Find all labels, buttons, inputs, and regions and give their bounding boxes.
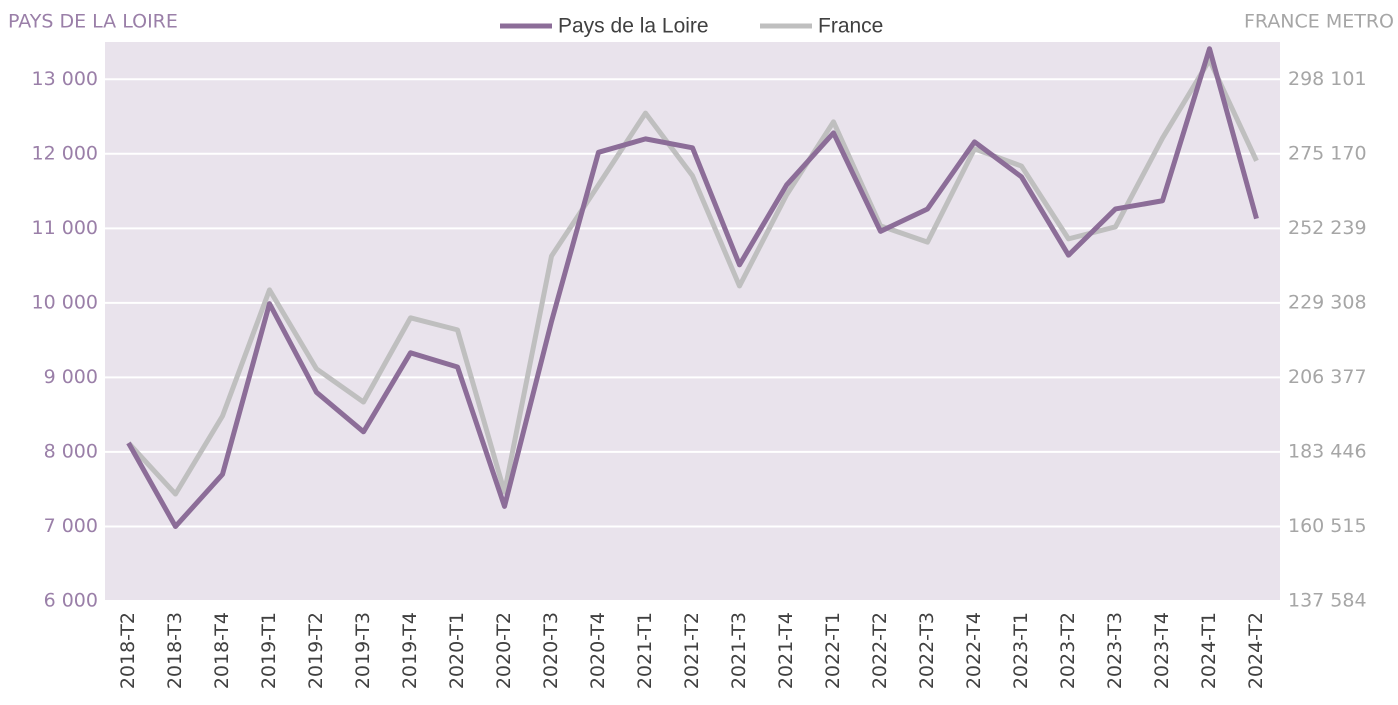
y2-tick-label: 229 308 [1288, 291, 1367, 313]
x-tick-label: 2021-T2 [681, 612, 703, 689]
x-tick-label: 2022-T3 [916, 612, 938, 689]
y2-tick-label: 252 239 [1288, 217, 1367, 239]
x-tick-label: 2020-T2 [493, 612, 515, 689]
x-tick-label: 2022-T4 [963, 612, 985, 689]
x-tick-label: 2020-T1 [446, 612, 468, 689]
y-tick-label: 12 000 [32, 142, 98, 164]
y2-tick-label: 298 101 [1288, 68, 1367, 90]
y-axis-title: PAYS DE LA LOIRE [8, 11, 178, 33]
y2-axis-title: FRANCE METRO [1244, 11, 1394, 33]
x-tick-label: 2021-T4 [775, 612, 797, 689]
y-tick-label: 8 000 [44, 440, 98, 462]
y-tick-label: 6 000 [44, 590, 98, 612]
y-tick-label: 9 000 [44, 366, 98, 388]
legend-label: Pays de la Loire [558, 15, 709, 38]
x-tick-label: 2023-T2 [1057, 612, 1079, 689]
y2-tick-label: 137 584 [1288, 590, 1367, 612]
x-tick-label: 2022-T1 [822, 612, 844, 689]
x-tick-label: 2019-T2 [305, 612, 327, 689]
series-line [126, 57, 1259, 497]
x-tick-label: 2020-T3 [540, 612, 562, 689]
x-tick-label: 2024-T2 [1245, 612, 1267, 689]
x-tick-label: 2019-T1 [258, 612, 280, 689]
x-tick-label: 2022-T2 [869, 612, 891, 689]
x-tick-label: 2023-T4 [1151, 612, 1173, 689]
x-tick-label: 2021-T1 [634, 612, 656, 689]
x-tick-label: 2020-T4 [587, 612, 609, 689]
y-tick-label: 13 000 [32, 68, 98, 90]
x-tick-label: 2024-T1 [1198, 612, 1220, 689]
x-tick-label: 2019-T4 [399, 612, 421, 689]
x-tick-label: 2018-T2 [117, 612, 139, 689]
y-tick-label: 11 000 [32, 217, 98, 239]
legend-label: France [818, 15, 883, 38]
y-tick-label: 7 000 [44, 515, 98, 537]
y2-tick-label: 183 446 [1288, 440, 1367, 462]
series-line [126, 46, 1259, 529]
x-tick-label: 2018-T4 [211, 612, 233, 689]
x-tick-label: 2021-T3 [728, 612, 750, 689]
y-tick-label: 10 000 [32, 291, 98, 313]
x-tick-label: 2019-T3 [352, 612, 374, 689]
x-tick-label: 2018-T3 [164, 612, 186, 689]
x-tick-label: 2023-T1 [1010, 612, 1032, 689]
y2-tick-label: 206 377 [1288, 366, 1367, 388]
x-tick-label: 2023-T3 [1104, 612, 1126, 689]
y2-tick-label: 275 170 [1288, 142, 1367, 164]
plot-area [105, 42, 1280, 601]
y2-tick-label: 160 515 [1288, 515, 1367, 537]
